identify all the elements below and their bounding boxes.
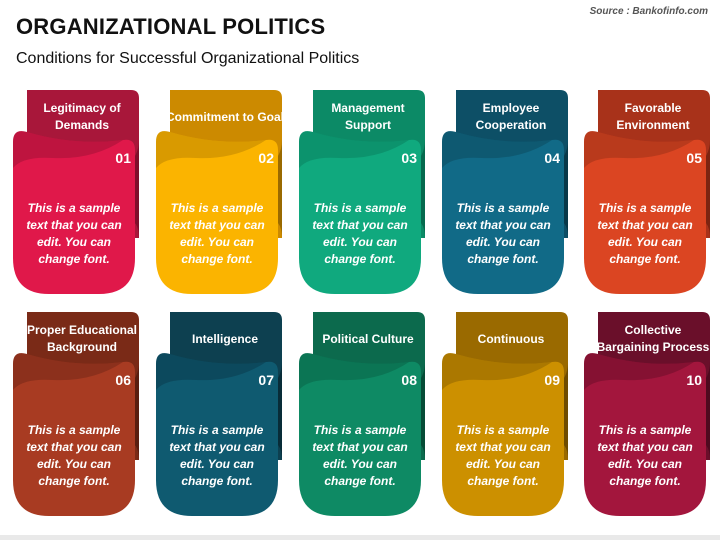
condition-card-06[interactable]: Proper Educational Background 06 This is… xyxy=(13,310,139,516)
card-label: Favorable Environment xyxy=(616,101,690,132)
card-shape xyxy=(584,90,710,294)
page-title: ORGANIZATIONAL POLITICS xyxy=(16,14,326,39)
card-number: 06 xyxy=(115,372,131,388)
card-number: 03 xyxy=(401,150,417,166)
condition-card-03[interactable]: Management Support 03 This is a sample te… xyxy=(299,88,425,294)
condition-card-02[interactable]: Commitment to Goal 02 This is a sample te… xyxy=(156,88,284,294)
bottom-bar xyxy=(0,535,720,540)
card-shape xyxy=(299,90,425,294)
card-shape xyxy=(299,312,425,516)
card-number: 10 xyxy=(686,372,702,388)
card-body-text: This is a sample text that you can edit. Y… xyxy=(455,201,551,266)
card-body-text: This is a sample text that you can edit. Y… xyxy=(26,201,122,266)
card-shape xyxy=(442,312,568,516)
page-subtitle: Conditions for Successful Organizational… xyxy=(16,50,360,67)
card-body-text: This is a sample text that you can edit. Y… xyxy=(312,423,408,488)
card-label: Legitimacy of Demands xyxy=(43,101,121,132)
card-shape xyxy=(156,90,282,294)
card-body-text: This is a sample text that you can edit. Y… xyxy=(597,423,693,488)
card-body-text: This is a sample text that you can edit. Y… xyxy=(455,423,551,488)
condition-card-10[interactable]: Collective Bargaining Process 10 This is… xyxy=(584,310,710,516)
card-label: Political Culture xyxy=(322,331,414,346)
card-shape xyxy=(584,312,710,516)
card-label: Management Support xyxy=(331,101,405,132)
card-number: 09 xyxy=(544,372,560,388)
card-body-text: This is a sample text that you can edit. Y… xyxy=(26,423,122,488)
card-body-text: This is a sample text that you can edit. Y… xyxy=(169,423,265,488)
card-label: Intelligence xyxy=(191,331,259,346)
card-shape xyxy=(442,90,568,294)
card-body-text: This is a sample text that you can edit. Y… xyxy=(597,201,693,266)
card-label: Employee Cooperation xyxy=(475,101,547,132)
card-number: 05 xyxy=(686,150,702,166)
card-label: Commitment to Goal xyxy=(165,109,284,124)
condition-card-08[interactable]: Political Culture 08 This is a sample tex… xyxy=(299,310,425,516)
condition-card-09[interactable]: Continuous 09 This is a sample text that … xyxy=(442,310,568,516)
condition-card-07[interactable]: Intelligence 07 This is a sample text tha… xyxy=(156,310,282,516)
condition-card-05[interactable]: Favorable Environment 05 This is a sampl… xyxy=(584,88,710,294)
condition-card-04[interactable]: Employee Cooperation 04 This is a sample… xyxy=(442,88,568,294)
source-credit: Source : Bankofinfo.com xyxy=(589,6,708,17)
card-shape xyxy=(156,312,282,516)
card-number: 04 xyxy=(544,150,560,166)
card-shape xyxy=(13,90,139,294)
card-number: 07 xyxy=(258,372,274,388)
card-label: Collective Bargaining Process xyxy=(596,323,710,354)
card-body-text: This is a sample text that you can edit. Y… xyxy=(312,201,408,266)
card-label: Continuous xyxy=(477,331,545,346)
card-label: Proper Educational Background xyxy=(26,323,138,354)
condition-card-01[interactable]: Legitimacy of Demands 01 This is a sampl… xyxy=(13,88,139,294)
card-number: 08 xyxy=(401,372,417,388)
card-body-text: This is a sample text that you can edit. Y… xyxy=(169,201,265,266)
card-number: 02 xyxy=(258,150,274,166)
card-number: 01 xyxy=(115,150,131,166)
card-shape xyxy=(13,312,139,516)
